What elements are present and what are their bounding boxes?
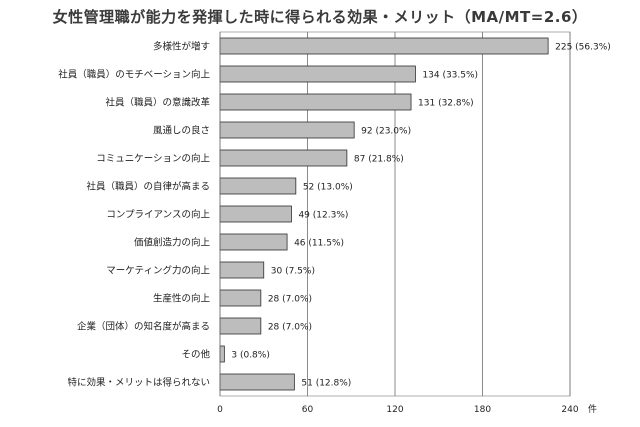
bar [219,317,262,335]
bar [219,149,348,167]
data-label: 28 (7.0%) [268,295,312,305]
bar [219,205,292,223]
x-tick-label: 0 [217,405,223,415]
data-label: 28 (7.0%) [268,323,312,333]
category-label: 社員（職員）の自律が高まる [86,181,210,193]
category-label: 生産性の向上 [153,293,211,305]
bar [219,345,225,363]
data-label: 49 (12.3%) [298,211,348,221]
bar [219,373,295,391]
bar [219,37,549,55]
bar [219,93,412,111]
data-label: 225 (56.3%) [555,43,611,53]
category-label: 社員（職員）の意識改革 [105,97,210,109]
x-tick-label: 120 [386,405,403,415]
bar [219,177,297,195]
bar [219,261,265,279]
bar [219,121,355,139]
x-tick-label: 240 [561,405,578,415]
x-tick-label: 180 [474,405,491,415]
data-label: 52 (13.0%) [303,183,353,193]
bar [219,233,288,251]
category-label: コミュニケーションの向上 [96,153,210,165]
data-label: 131 (32.8%) [418,99,474,109]
category-label: 価値創造力の向上 [134,237,211,249]
category-label: 特に効果・メリットは得られない [67,377,210,389]
category-label: 社員（職員）のモチベーション向上 [58,69,210,81]
chart-title: 女性管理職が能力を発揮した時に得られる効果・メリット（MA/MT=2.6） [52,8,588,26]
category-label: コンプライアンスの向上 [106,209,210,221]
category-label: 風通しの良さ [153,125,210,137]
category-label: 企業（団体）の知名度が高まる [77,321,210,333]
data-label: 30 (7.5%) [271,267,315,277]
data-label: 3 (0.8%) [231,351,269,361]
bar [219,65,416,83]
data-label: 46 (11.5%) [294,239,344,249]
category-label: マーケティング力の向上 [106,265,210,277]
category-label: 多様性が増す [153,41,210,53]
x-axis-unit: 件 [588,403,597,415]
data-label: 51 (12.8%) [301,379,351,389]
data-label: 87 (21.8%) [354,155,404,165]
data-label: 134 (33.5%) [422,71,478,81]
category-label: その他 [181,349,210,361]
bar [219,289,262,307]
data-label: 92 (23.0%) [361,127,411,137]
x-tick-label: 60 [302,405,314,415]
